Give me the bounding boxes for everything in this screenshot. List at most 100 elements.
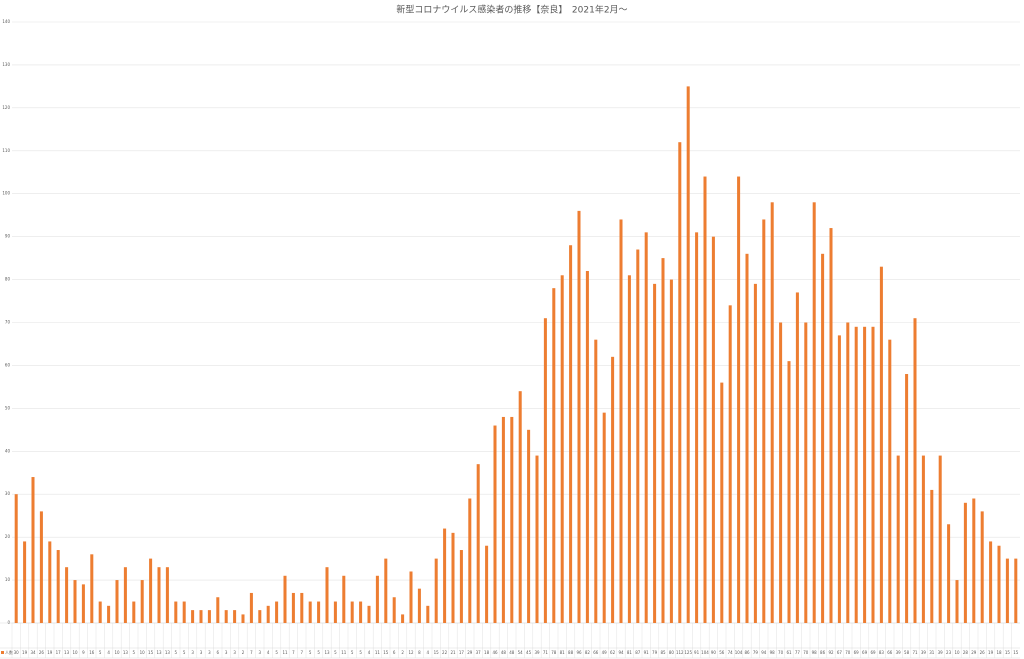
bar [48,541,52,623]
bar [384,558,388,623]
data-table-value: 10 [114,650,120,655]
bar [224,610,228,623]
data-table-value: 58 [904,650,910,655]
bar [56,550,60,623]
data-table-value: 22 [442,650,448,655]
bar [997,545,1001,623]
data-table-value: 66 [887,650,893,655]
data-table-value: 13 [64,650,70,655]
bar [23,541,27,623]
data-table-value: 13 [324,650,330,655]
bar [854,326,858,623]
data-table-value: 11 [375,650,381,655]
bar [863,326,867,623]
data-table-value: 15 [1005,650,1011,655]
bar [468,498,472,623]
bar [636,249,640,623]
bar [350,601,354,623]
y-tick-label: 120 [2,105,10,110]
bar [241,614,245,623]
bar [367,605,371,623]
bar [753,283,757,623]
bar [787,361,791,623]
data-table-value: 66 [593,650,599,655]
data-table-value: 2 [401,650,404,655]
bar [258,610,262,623]
bar [459,550,463,623]
bar [417,588,421,623]
bar [409,571,413,623]
data-table-value: 19 [47,650,53,655]
bar [31,477,35,623]
bar [888,339,892,623]
bar [81,584,85,623]
bar [627,275,631,623]
data-table-value: 79 [753,650,759,655]
data-table-value: 3 [208,650,211,655]
data-table-value: 70 [845,650,851,655]
data-table-value: 92 [828,650,834,655]
y-tick-label: 50 [5,405,11,410]
bar [90,554,94,623]
data-table-value: 80 [669,650,675,655]
bar [661,258,665,623]
bar [157,567,161,623]
bar [619,219,623,623]
data-table-value: 45 [526,650,532,655]
data-table-value: 67 [837,650,843,655]
bar [686,86,690,623]
bar [375,575,379,623]
data-table-value: 83 [879,650,885,655]
data-table-value: 11 [282,650,288,655]
data-table-value: 15 [1013,650,1019,655]
bar [1005,558,1009,623]
data-table-value: 18 [996,650,1002,655]
data-table-value: 62 [610,650,616,655]
data-table-value: 49 [602,650,608,655]
bar [535,455,539,623]
bar [745,253,749,624]
y-tick-label: 100 [2,191,10,196]
y-tick-label: 30 [5,491,11,496]
data-table-value: 96 [576,650,582,655]
data-table-value: 5 [309,650,312,655]
bar [795,292,799,623]
data-table-value: 5 [183,650,186,655]
bar [123,567,127,623]
bar [174,601,178,623]
data-table-value: 19 [22,650,28,655]
data-table-value: 87 [635,650,641,655]
data-table-value: 6 [217,650,220,655]
bar [501,416,505,623]
bar [560,275,564,623]
bar [333,601,337,623]
bar [443,528,447,623]
data-table-value: 98 [812,650,818,655]
bar [577,210,581,623]
data-table-value: 15 [148,650,154,655]
bar [695,232,699,623]
bar [594,339,598,623]
bar [896,455,900,623]
bar [199,610,203,623]
bar [132,601,136,623]
data-table-value: 18 [484,650,490,655]
bar [938,455,942,623]
data-table-value: 104 [701,650,709,655]
bar [812,202,816,624]
bar [451,532,455,623]
data-table-value: 94 [618,650,624,655]
bar [913,318,917,623]
data-table-value: 79 [652,650,658,655]
data-table-value: 7 [301,650,304,655]
bar [510,416,514,623]
bar [266,605,270,623]
bar [115,580,119,623]
y-tick-label: 70 [5,320,11,325]
data-table-value: 10 [72,650,78,655]
y-tick-label: 110 [2,148,10,153]
bar [779,322,783,623]
data-table-value: 19 [988,650,994,655]
y-tick-label: 60 [5,362,11,367]
bar [249,592,253,623]
